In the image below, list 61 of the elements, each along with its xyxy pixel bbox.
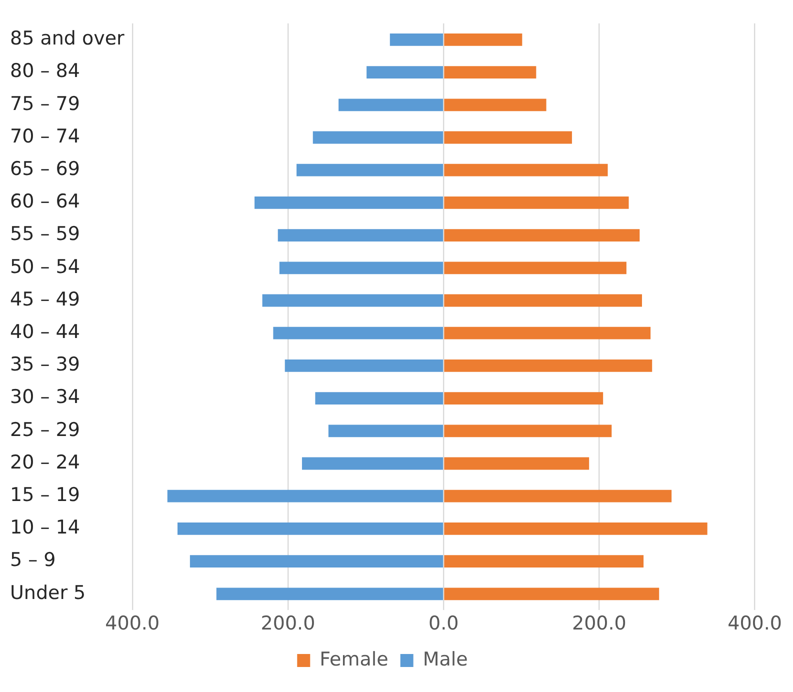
y-tick-label: 10 – 14	[10, 516, 80, 539]
bar	[444, 98, 546, 112]
bar	[278, 229, 443, 242]
x-tick-label: 400.0	[728, 612, 782, 635]
y-tick-label: 55 – 59	[10, 223, 80, 246]
bar	[167, 490, 443, 502]
bar	[444, 131, 572, 144]
y-tick-label: Under 5	[10, 582, 86, 604]
y-tick-label: 65 – 69	[10, 158, 80, 180]
bar	[444, 262, 626, 274]
y-tick-label: 5 – 9	[10, 549, 56, 572]
x-tick-label: 0.0	[428, 612, 459, 635]
bar	[444, 588, 660, 600]
bar	[444, 424, 612, 438]
y-tick-label: 15 – 19	[10, 484, 80, 506]
bar	[444, 196, 629, 209]
y-tick-label: 25 – 29	[10, 418, 80, 441]
bar	[178, 522, 443, 535]
bar	[444, 457, 590, 470]
bar	[390, 34, 443, 46]
bar	[302, 457, 443, 470]
bar	[284, 360, 443, 372]
bar	[216, 588, 443, 600]
bar	[296, 164, 443, 176]
legend-label: Male	[422, 648, 468, 670]
bar	[254, 196, 443, 209]
x-tick-label: 200.0	[260, 612, 316, 635]
bar	[338, 98, 443, 112]
y-tick-label: 60 – 64	[10, 190, 80, 213]
bar	[444, 360, 652, 372]
x-tick-label: 200.0	[572, 612, 626, 635]
bar	[444, 392, 604, 404]
y-tick-label: 20 – 24	[10, 451, 80, 474]
bar	[444, 34, 522, 46]
y-tick-label: 85 and over	[10, 28, 125, 50]
y-tick-label: 45 – 49	[10, 288, 80, 310]
bar	[444, 522, 708, 535]
bar	[444, 164, 608, 176]
bar	[328, 424, 443, 438]
bar	[444, 294, 642, 307]
bar	[444, 326, 651, 340]
y-tick-label: 50 – 54	[10, 256, 80, 278]
legend-label: Female	[320, 648, 388, 670]
bar	[312, 131, 443, 144]
y-tick-label: 80 – 84	[10, 60, 80, 82]
y-tick-label: 70 – 74	[10, 125, 80, 148]
y-tick-label: 40 – 44	[10, 321, 80, 344]
bar	[444, 66, 536, 78]
bar	[279, 262, 443, 274]
bar	[190, 555, 443, 568]
bar	[444, 555, 644, 568]
y-tick-label: 35 – 39	[10, 354, 80, 376]
bar	[444, 490, 672, 502]
bar	[273, 326, 443, 340]
bar	[444, 229, 640, 242]
y-tick-label: 75 – 79	[10, 92, 80, 115]
y-tick-label: 30 – 34	[10, 386, 80, 408]
x-tick-label: 400.0	[105, 612, 160, 635]
bar	[262, 294, 443, 307]
bar	[366, 66, 443, 78]
bar	[315, 392, 443, 404]
